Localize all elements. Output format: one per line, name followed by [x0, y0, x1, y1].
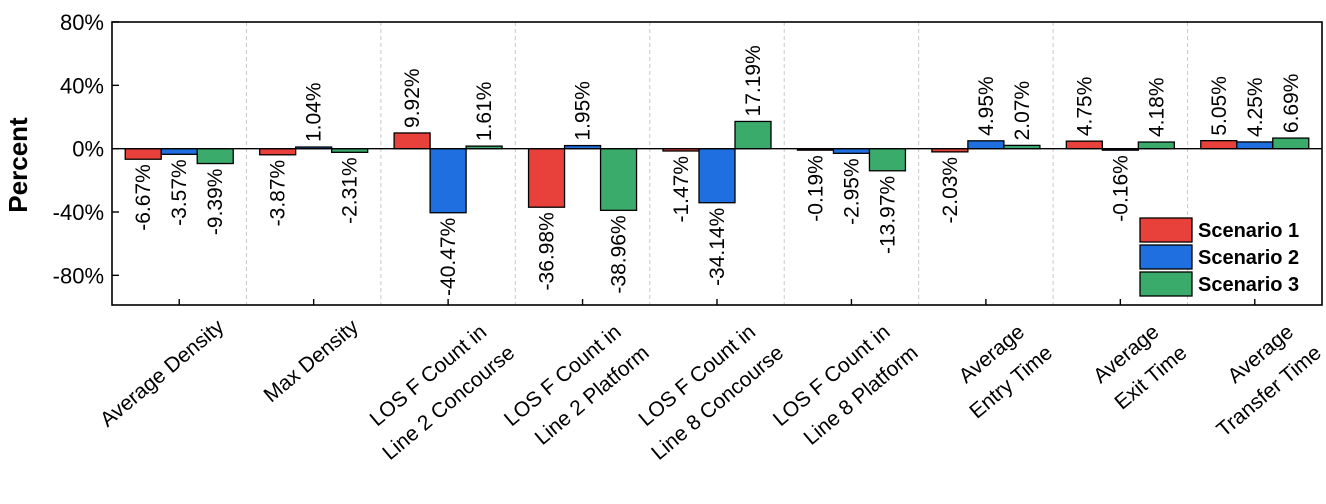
legend-swatch [1139, 271, 1193, 297]
data-label: -9.39% [204, 169, 227, 236]
y-tick-label: 40% [60, 73, 104, 98]
y-tick-label: -80% [53, 263, 104, 288]
y-tick-label: 80% [60, 10, 104, 35]
legend-label: Scenario 1 [1198, 220, 1299, 242]
data-label: -38.96% [608, 215, 631, 293]
data-label: 9.92% [401, 68, 424, 128]
bar-scenario-2 [698, 148, 736, 204]
bar-scenario-1 [393, 132, 431, 150]
data-label: -6.67% [132, 164, 155, 231]
data-label: -36.98% [536, 212, 559, 290]
data-label: -40.47% [437, 218, 460, 296]
bar-scenario-2 [1236, 141, 1274, 150]
y-tick-label: 0% [72, 137, 104, 162]
data-label: 1.04% [303, 82, 326, 142]
data-label: 4.18% [1145, 77, 1168, 137]
bar-scenario-2 [967, 140, 1005, 150]
bar-scenario-1 [1065, 140, 1103, 150]
bar-scenario-3 [868, 148, 907, 172]
x-tick-label: AverageExit Time [1089, 315, 1192, 414]
x-tick-label: AverageEntry Time [943, 315, 1057, 423]
bar-scenario-1 [1200, 140, 1238, 150]
bar-scenario-3 [599, 148, 638, 211]
x-tick-label: LOS F Count inLine 2 Concourse [356, 315, 519, 464]
legend-label: Scenario 3 [1198, 274, 1299, 296]
data-label: -2.31% [339, 157, 362, 224]
bar-scenario-2 [160, 148, 198, 155]
x-tick-label: LOS F Count inLine 2 Platform [500, 315, 654, 457]
bar-scenario-1 [527, 148, 566, 208]
data-label: -2.95% [840, 158, 863, 225]
data-label: 1.95% [572, 81, 595, 141]
legend: Scenario 1 Scenario 2 Scenario 3 [1139, 217, 1299, 297]
bar-scenario-1 [259, 148, 297, 156]
data-label: -13.97% [876, 176, 899, 254]
x-tick-label: LOS F Count inLine 8 Concourse [625, 315, 788, 464]
data-label: 1.61% [473, 82, 496, 142]
bar-scenario-2 [832, 148, 871, 154]
data-label: 2.07% [1011, 81, 1034, 141]
legend-swatch [1139, 244, 1193, 270]
bar-scenario-3 [1137, 141, 1175, 150]
x-tick-label: Max Density [260, 315, 364, 407]
data-label: 6.69% [1280, 74, 1303, 134]
data-label: -3.57% [168, 159, 191, 226]
data-label: 4.25% [1244, 77, 1267, 137]
data-label: 17.19% [742, 45, 765, 116]
x-tick-label: LOS F Count inLine 8 Platform [769, 315, 923, 457]
axes-layer: 80% 40% 0% -40% -80% Average Density Max Densi… [53, 10, 1326, 465]
data-label: -0.16% [1109, 155, 1132, 222]
legend-swatch [1139, 217, 1193, 243]
data-label: -34.14% [706, 208, 729, 286]
bar-scenario-1 [124, 148, 162, 160]
data-label: 4.75% [1073, 77, 1096, 137]
x-tick-label: Average Density [96, 315, 229, 432]
grid-layer [245, 22, 1189, 305]
legend-label: Scenario 2 [1198, 247, 1299, 269]
data-label: -0.19% [804, 155, 827, 222]
data-label: -2.03% [939, 157, 962, 224]
data-label: -1.47% [670, 156, 693, 223]
bar-scenario-3 [734, 120, 772, 150]
x-tick-label-line: Average Density [96, 315, 229, 432]
bar-scenario-3 [1272, 137, 1310, 150]
x-tick-label-line: Max Density [260, 315, 364, 407]
data-label: 4.95% [975, 76, 998, 136]
bar-scenario-2 [429, 148, 467, 214]
y-axis-label: Percent [3, 117, 33, 213]
y-tick-label: -40% [53, 200, 104, 225]
data-label: 5.05% [1208, 76, 1231, 136]
bar-scenario-3 [196, 148, 234, 165]
data-labels-layer: -6.67% -3.87% 9.92% -36.98% -1.47% -0.19% -2.0… [132, 45, 1303, 296]
x-tick-label: AverageTransfer Time [1191, 315, 1326, 441]
data-label: -3.87% [267, 160, 290, 227]
